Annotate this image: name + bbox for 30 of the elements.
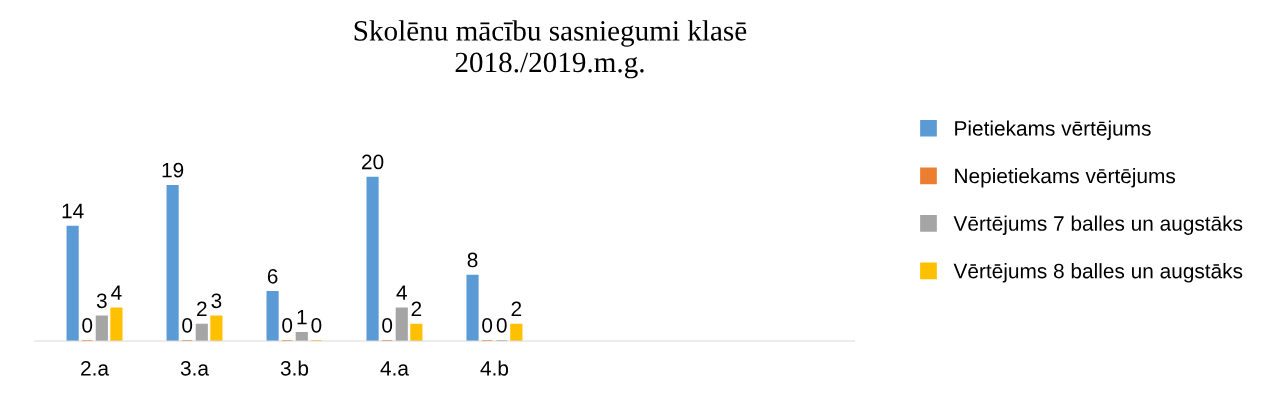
- data-label: 0: [311, 317, 322, 333]
- data-label: 0: [482, 317, 493, 333]
- data-label: 4: [396, 285, 407, 300]
- data-label: 1: [297, 309, 307, 325]
- data-label: 0: [496, 317, 507, 333]
- data-label: 0: [182, 317, 193, 333]
- x-tick-label: 4.b: [480, 360, 509, 376]
- data-label: 19: [162, 162, 184, 178]
- data-label: 2: [411, 301, 422, 317]
- data-label: 0: [382, 317, 393, 333]
- x-tick-label: 3.b: [280, 360, 309, 376]
- data-label: 6: [267, 268, 278, 284]
- x-tick-label: 4.a: [380, 361, 409, 376]
- data-label: 14: [62, 203, 84, 219]
- data-label: 2: [197, 301, 207, 317]
- data-label: 20: [362, 154, 384, 170]
- data-label: 0: [282, 317, 293, 333]
- legend-label: Nepietiekams vērtējums: [955, 168, 1176, 188]
- data-label: 2: [511, 301, 522, 317]
- chart-title: Skolēnu mācību sasniegumi klasē 2018./2019.m.g.: [354, 20, 747, 79]
- data-label: 4: [111, 285, 122, 300]
- data-label: 8: [467, 252, 478, 268]
- legend-label: Pietiekams vērtējums: [955, 120, 1151, 140]
- data-label: 3: [96, 293, 107, 309]
- data-label: 3: [211, 293, 222, 309]
- x-tick-label: 3.a: [180, 360, 209, 376]
- legend-label: Vērtējums 8 balles un augstāks: [953, 263, 1243, 283]
- x-tick-label: 2.a: [81, 360, 109, 376]
- data-label: 0: [82, 317, 93, 333]
- legend-label: Vērtējums 7 balles un augstāks: [953, 215, 1243, 235]
